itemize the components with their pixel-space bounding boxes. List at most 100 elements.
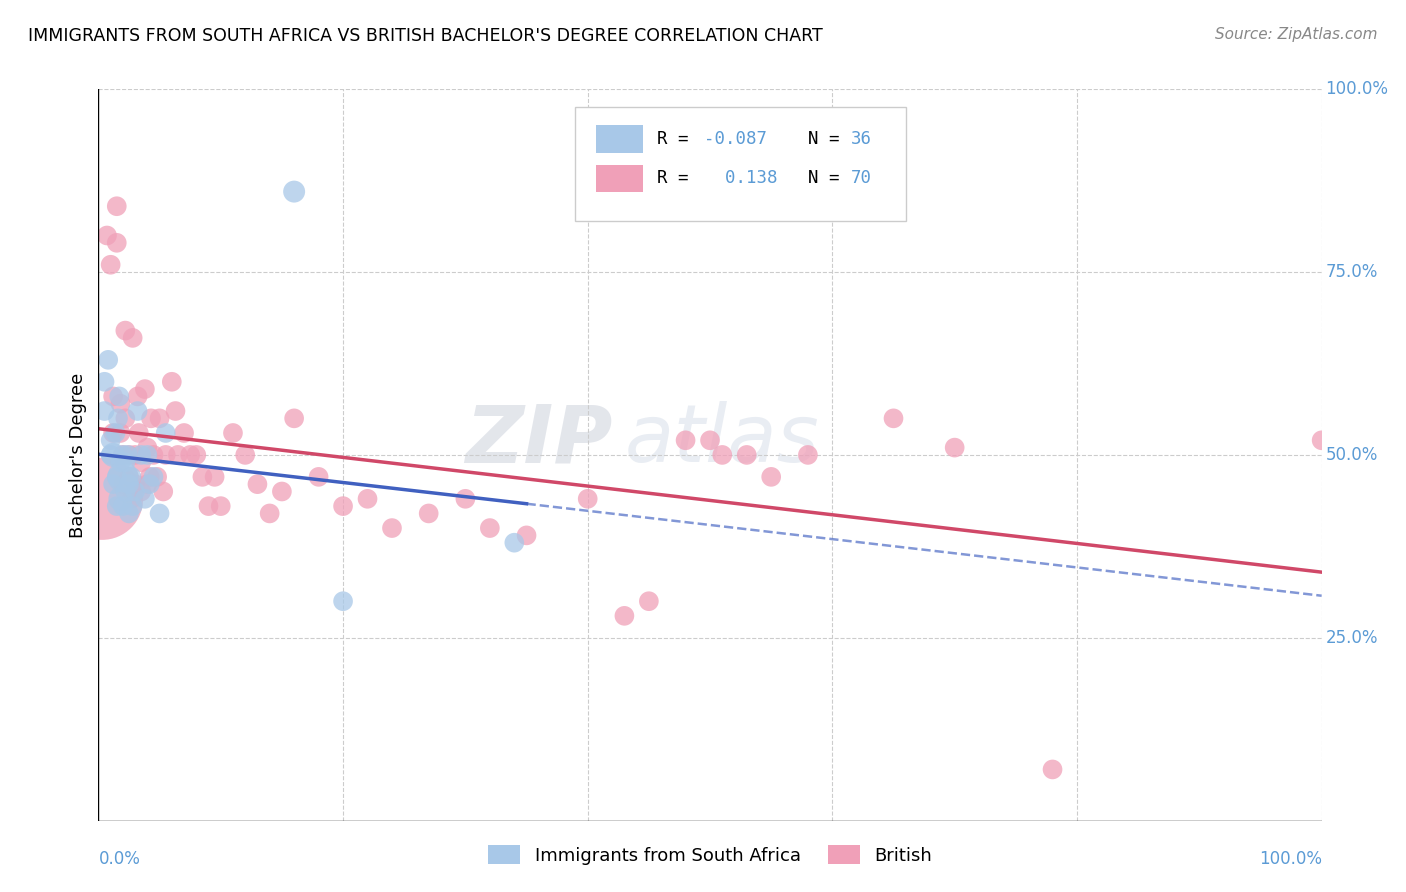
Point	[101, 389, 124, 403]
Point	[100, 448, 122, 462]
Point	[155, 448, 177, 462]
Point	[108, 389, 131, 403]
Point	[675, 434, 697, 448]
Point	[191, 470, 214, 484]
Point	[204, 470, 226, 484]
Point	[711, 448, 734, 462]
Text: N =: N =	[787, 169, 851, 187]
Point	[1310, 434, 1333, 448]
Point	[114, 484, 136, 499]
Point	[134, 382, 156, 396]
Point	[117, 448, 139, 462]
Point	[283, 411, 305, 425]
Legend: Immigrants from South Africa, British: Immigrants from South Africa, British	[478, 837, 942, 874]
Point	[152, 484, 174, 499]
Text: N =: N =	[787, 130, 851, 148]
Text: 25.0%: 25.0%	[1326, 629, 1378, 647]
Point	[283, 185, 305, 199]
Point	[197, 499, 219, 513]
Point	[110, 491, 132, 506]
Point	[97, 352, 120, 367]
Point	[93, 404, 115, 418]
Point	[1042, 763, 1064, 777]
Point	[142, 448, 165, 462]
Point	[104, 425, 127, 440]
Point	[129, 484, 152, 499]
Point	[127, 389, 149, 403]
Point	[118, 507, 141, 521]
Point	[146, 470, 169, 484]
Point	[139, 477, 162, 491]
Point	[699, 434, 721, 448]
Text: 100.0%: 100.0%	[1258, 850, 1322, 868]
Point	[121, 499, 143, 513]
Text: R =: R =	[658, 130, 699, 148]
Point	[118, 477, 141, 491]
Text: ZIP: ZIP	[465, 401, 612, 479]
Point	[332, 594, 354, 608]
Point	[127, 404, 149, 418]
Point	[111, 477, 134, 491]
Point	[129, 455, 152, 469]
Point	[179, 448, 201, 462]
Point	[105, 499, 128, 513]
Point	[478, 521, 501, 535]
FancyBboxPatch shape	[596, 125, 643, 153]
Point	[96, 228, 118, 243]
Point	[107, 411, 129, 425]
Point	[149, 411, 172, 425]
Point	[233, 448, 256, 462]
Point	[136, 448, 159, 462]
Point	[110, 397, 132, 411]
Point	[120, 491, 142, 506]
Point	[111, 499, 134, 513]
Text: atlas: atlas	[624, 401, 820, 479]
Point	[114, 411, 136, 425]
Point	[270, 484, 294, 499]
Point	[118, 448, 141, 462]
Point	[105, 199, 128, 213]
Text: Source: ZipAtlas.com: Source: ZipAtlas.com	[1215, 27, 1378, 42]
FancyBboxPatch shape	[575, 108, 905, 221]
Point	[136, 477, 159, 491]
Point	[105, 235, 128, 250]
Text: 75.0%: 75.0%	[1326, 263, 1378, 281]
Point	[111, 448, 134, 462]
Point	[160, 375, 183, 389]
Point	[110, 425, 132, 440]
Point	[576, 491, 599, 506]
Point	[110, 455, 132, 469]
Point	[761, 470, 783, 484]
Point	[515, 528, 537, 542]
Point	[735, 448, 758, 462]
Point	[124, 448, 146, 462]
Point	[134, 491, 156, 506]
Point	[93, 375, 115, 389]
Point	[173, 425, 195, 440]
Point	[613, 608, 636, 623]
Text: 0.138: 0.138	[704, 169, 778, 187]
Text: -0.087: -0.087	[704, 130, 766, 148]
Point	[105, 470, 128, 484]
Point	[637, 594, 661, 608]
Point	[111, 470, 134, 484]
Text: R =: R =	[658, 169, 699, 187]
Point	[149, 507, 172, 521]
Point	[246, 477, 269, 491]
Point	[139, 411, 162, 425]
Point	[101, 425, 124, 440]
Point	[100, 258, 122, 272]
Point	[167, 448, 190, 462]
Point	[129, 448, 152, 462]
Point	[418, 507, 440, 521]
Point	[165, 404, 187, 418]
Point	[139, 470, 162, 484]
Y-axis label: Bachelor's Degree: Bachelor's Degree	[69, 372, 87, 538]
Point	[503, 535, 526, 549]
Point	[308, 470, 330, 484]
Point	[120, 470, 142, 484]
Point	[381, 521, 404, 535]
Point	[101, 448, 124, 462]
Point	[128, 425, 150, 440]
Text: 50.0%: 50.0%	[1326, 446, 1378, 464]
